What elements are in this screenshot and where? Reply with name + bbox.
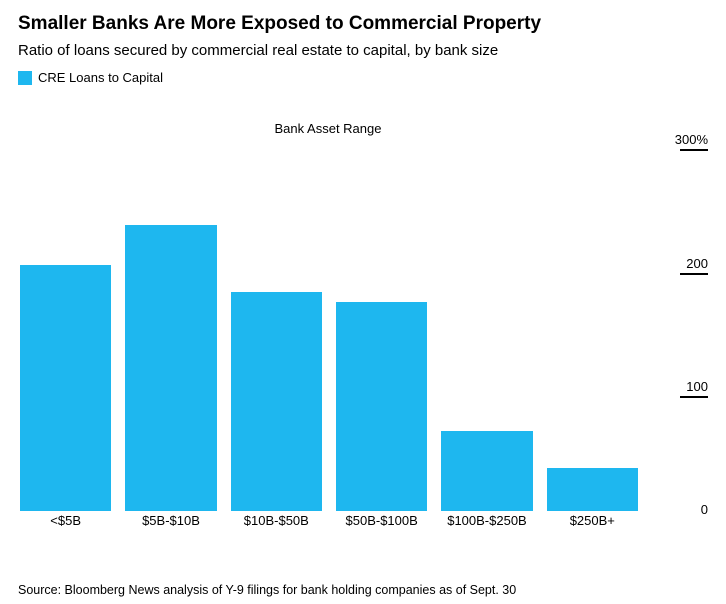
y-tick: 0 bbox=[701, 502, 708, 517]
x-axis-label: Bank Asset Range bbox=[18, 121, 638, 136]
bar bbox=[441, 431, 532, 511]
bar bbox=[336, 302, 427, 512]
bar bbox=[125, 225, 216, 511]
y-axis: 300%2001000 bbox=[648, 141, 708, 511]
x-tick: $250B+ bbox=[547, 513, 638, 528]
x-tick: $50B-$100B bbox=[336, 513, 427, 528]
x-tick: $10B-$50B bbox=[231, 513, 322, 528]
legend-label: CRE Loans to Capital bbox=[38, 70, 163, 85]
chart-title: Smaller Banks Are More Exposed to Commer… bbox=[18, 12, 708, 37]
y-tick: 300% bbox=[675, 132, 708, 151]
legend-swatch bbox=[18, 71, 32, 85]
y-tick: 200 bbox=[680, 256, 708, 275]
bar bbox=[547, 468, 638, 511]
x-axis: <$5B $5B-$10B $10B-$50B $50B-$100B $100B-$25… bbox=[18, 513, 638, 528]
chart-subtitle: Ratio of loans secured by commercial rea… bbox=[18, 41, 708, 61]
y-tick: 100 bbox=[680, 379, 708, 398]
x-tick: $5B-$10B bbox=[125, 513, 216, 528]
bar bbox=[20, 265, 111, 512]
bar bbox=[231, 292, 322, 512]
x-tick: <$5B bbox=[20, 513, 111, 528]
chart-area: 300% 200 100 0 <$5B $5B-$10B $10B-$50B $50B-$1… bbox=[18, 121, 708, 541]
source-text: Source: Bloomberg News analysis of Y-9 f… bbox=[18, 583, 708, 597]
plot-area bbox=[18, 141, 638, 511]
x-tick: $100B-$250B bbox=[441, 513, 532, 528]
legend: CRE Loans to Capital bbox=[18, 70, 708, 85]
